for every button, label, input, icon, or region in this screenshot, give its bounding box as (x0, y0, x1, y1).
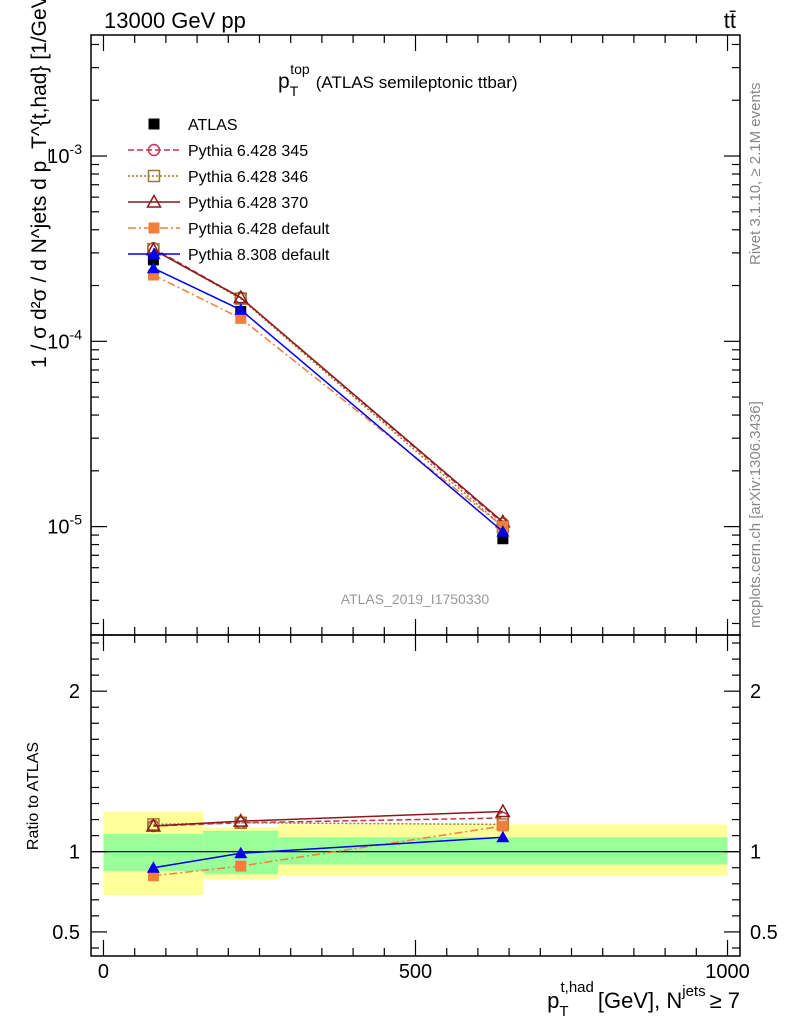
series-5-point (496, 525, 510, 537)
series-3-ratio-point (145, 817, 162, 832)
y-tick-label-exp: -3 (70, 141, 83, 157)
series-5-ratio-point (234, 846, 248, 859)
mcplots-label: mcplots.cern.ch [arXiv:1306.3436] (747, 401, 764, 628)
legend-marker (148, 118, 160, 130)
y-tick-label: 10-5 (47, 512, 82, 539)
rivet-label: Rivet 3.1.10, ≥ 2.1M events (747, 83, 764, 266)
analysis-tag: ATLAS_2019_I1750330 (341, 591, 490, 607)
series-5-point (234, 303, 248, 315)
series-3-ratio-point (232, 813, 249, 827)
series-3-point (232, 289, 249, 304)
legend: ATLAS Pythia 6.428 345 Pythia 6.428 346 Pyt… (128, 117, 330, 264)
y-tick-label-base: 10 (47, 146, 69, 168)
ratio-y-tick-label-right: 2 (750, 681, 761, 703)
series-2-ratio-point (234, 816, 248, 830)
series-5-point (146, 261, 160, 274)
ratio-plot: 2 2 1 1 0.5 0.5 0 500 1000 Ratio to ATLAS (25, 634, 778, 983)
series-4-point (235, 312, 247, 324)
x-label-main: p (547, 988, 559, 1013)
legend-label: Pythia 8.308 default (188, 247, 330, 264)
ratio-series-layer (145, 803, 511, 882)
main-series-layer (145, 241, 511, 545)
series-3-line (153, 249, 504, 523)
legend-marker (147, 143, 161, 157)
series-0-point (497, 533, 509, 545)
ratio-y-tick-label: 1 (69, 842, 80, 864)
process-label: tt̄ (724, 8, 736, 33)
legend-marker (146, 193, 162, 208)
legend-label: Pythia 6.428 370 (188, 195, 308, 212)
y-tick-label: 10-3 (47, 141, 82, 168)
x-label-tail: ≥ 7 (710, 988, 740, 1013)
x-label-sup: t,had (561, 979, 594, 996)
energy-label: 13000 GeV pp (104, 8, 246, 33)
legend-label: Pythia 6.428 345 (188, 143, 308, 160)
x-tick-label: 1000 (705, 961, 750, 983)
x-tick-label: 500 (399, 961, 432, 983)
series-3-ratio-line (153, 810, 503, 827)
legend-label: ATLAS (188, 117, 238, 134)
main-ticks: 10-310-410-5 (47, 35, 740, 635)
series-1-line (153, 247, 504, 525)
legend-label: Pythia 6.428 default (188, 221, 330, 238)
y-tick-label-exp: -5 (70, 512, 83, 528)
legend-marker (147, 169, 161, 183)
main-plot: 10-310-410-5 pTtop(ATLAS semileptonic tt… (28, 0, 741, 636)
y-tick-label-base: 10 (47, 331, 69, 353)
series-4-ratio-point (235, 860, 247, 872)
series-4-ratio-point (497, 820, 509, 832)
plot-title-rest: (ATLAS semileptonic ttbar) (316, 73, 518, 92)
y-tick-label-base: 10 (47, 517, 69, 539)
ratio-y-tick-label-right: 0.5 (750, 922, 778, 944)
series-4-point (147, 269, 159, 281)
y-tick-label: 10-4 (47, 326, 82, 353)
ratio-ylabel: Ratio to ATLAS (25, 742, 42, 850)
x-label-sup2: jets (681, 983, 705, 1000)
x-label-sub: T (559, 1003, 568, 1020)
series-3-ratio-point (495, 803, 511, 818)
legend-marker (147, 247, 161, 259)
plot-title-sub: T (290, 83, 299, 99)
legend-marker (148, 222, 160, 234)
series-4-ratio-point (147, 870, 159, 882)
series-0-point (147, 254, 159, 266)
legend-label: Pythia 6.428 346 (188, 169, 308, 186)
series-4-line (153, 274, 504, 528)
y-tick-label-exp: -4 (70, 326, 83, 342)
ratio-y-tick-label-right: 1 (750, 842, 761, 864)
ratio-y-tick-label: 2 (69, 681, 80, 703)
ratio-ticks: 2 2 1 1 0.5 0.5 0 500 1000 (52, 635, 778, 983)
series-5-line (153, 267, 504, 533)
plot-title-sup: top (290, 61, 310, 77)
x-label-unit: [GeV], N (598, 988, 682, 1013)
main-ylabel: 1 / σ d²σ / d N^jets d p_T^{t,had} [1/Ge… (28, 0, 51, 368)
plot-title: pTtop (ATLAS semileptonic ttbar) (278, 61, 518, 99)
ratio-y-tick-label: 0.5 (52, 922, 80, 944)
x-tick-label: 0 (98, 961, 109, 983)
series-5-ratio-point (146, 861, 160, 873)
ratio-plot-frame (90, 634, 741, 957)
plot-title-main: p (278, 70, 290, 93)
x-axis-label: pTt,had[GeV], Njets ≥ 7 (547, 979, 740, 1020)
series-5-ratio-point (496, 830, 510, 843)
